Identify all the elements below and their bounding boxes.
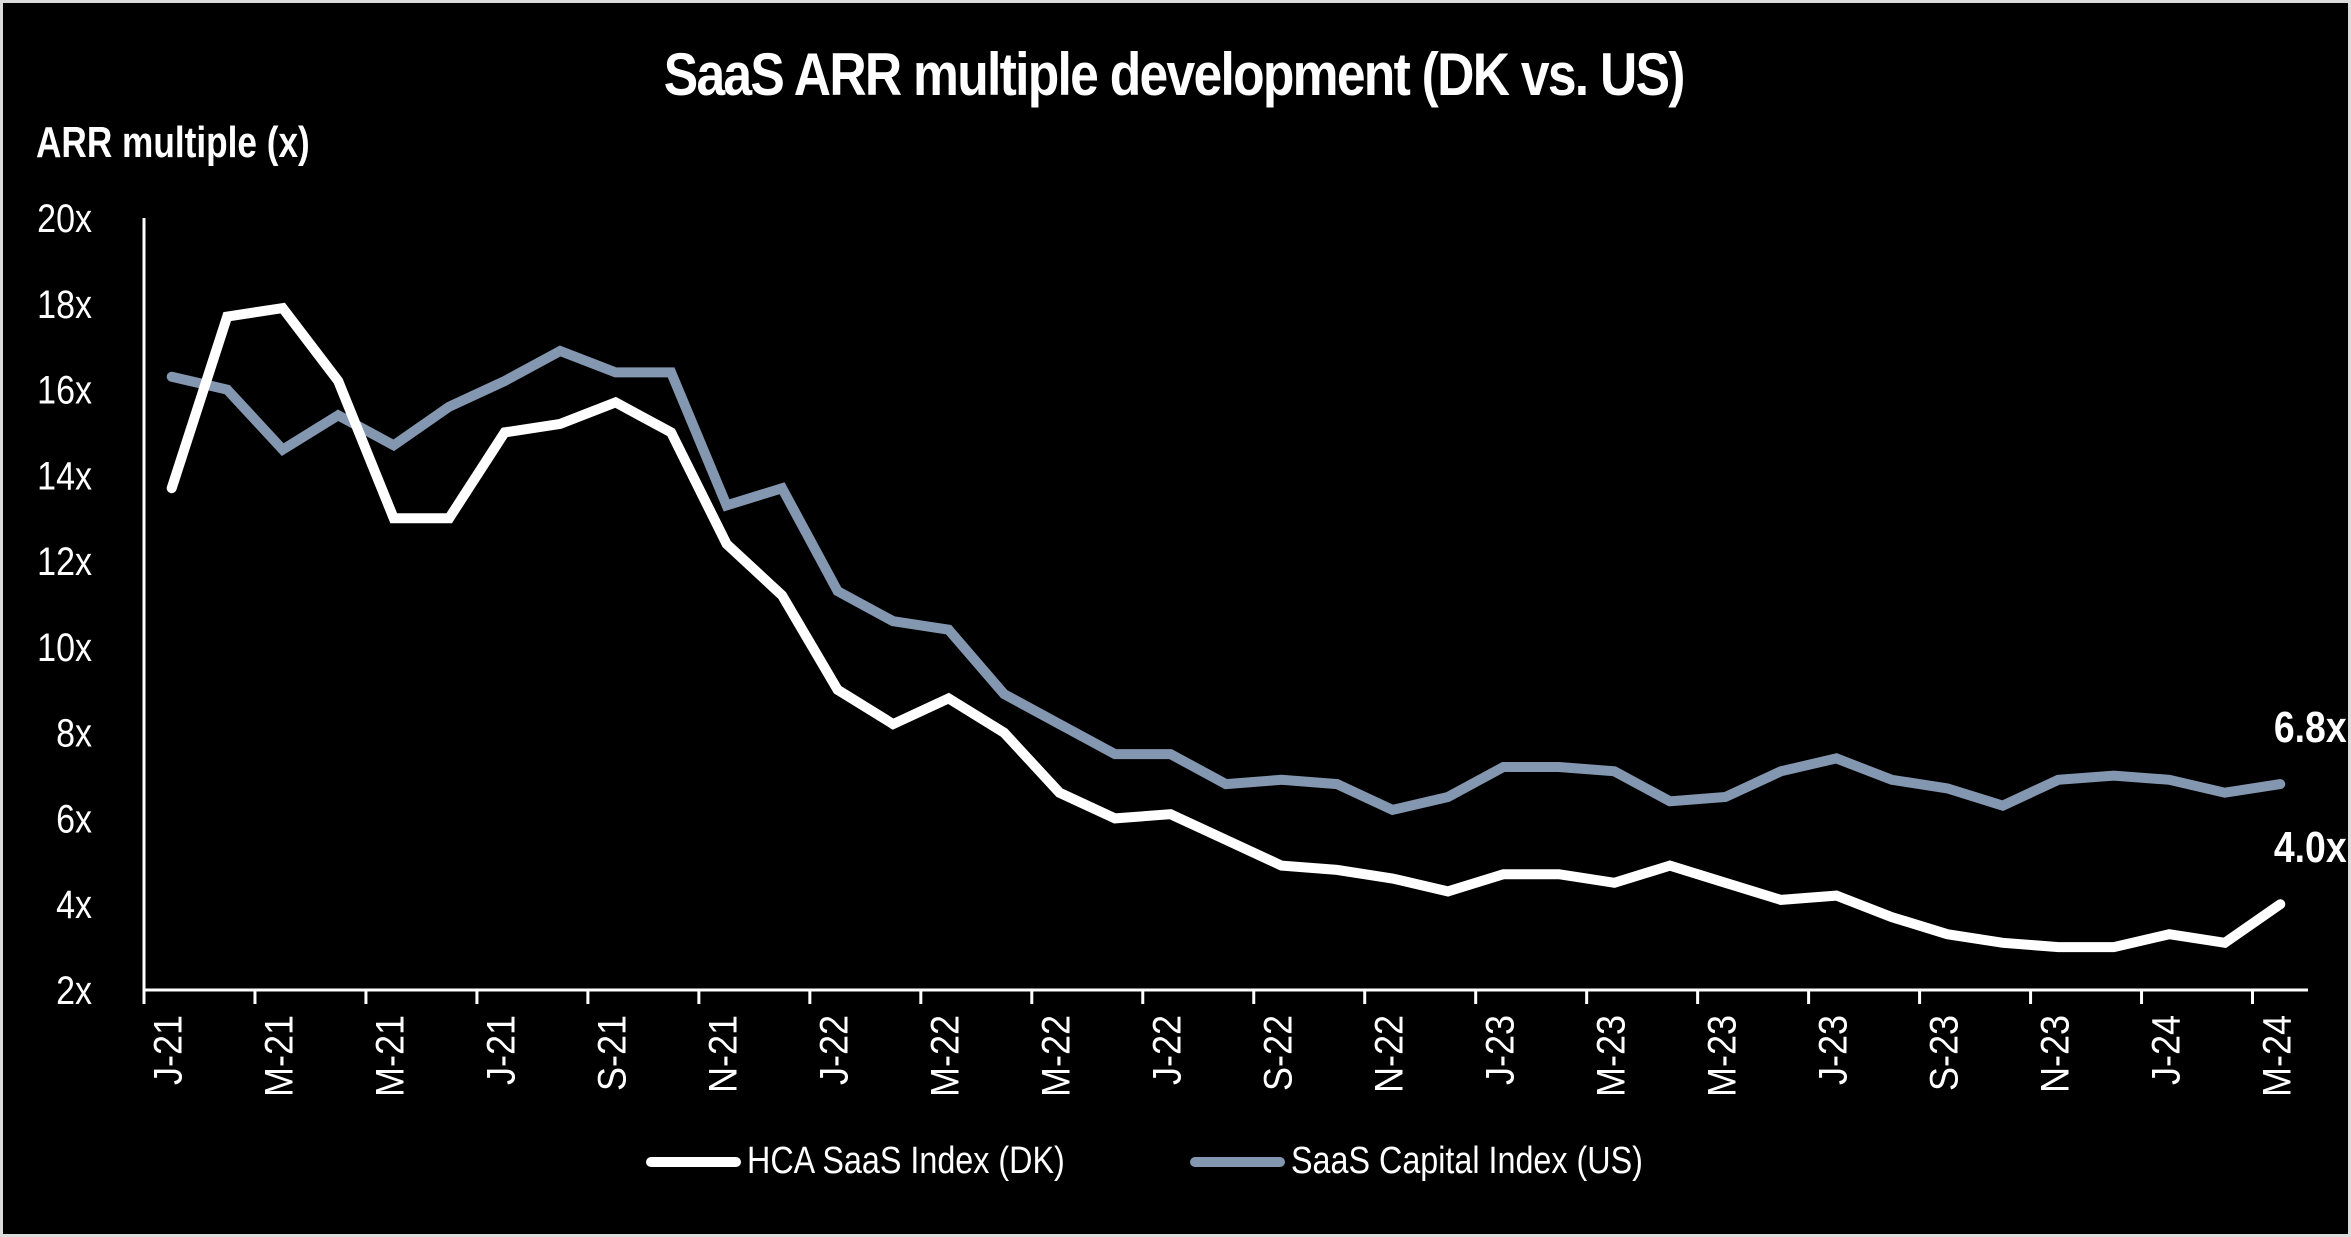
x-tick-label: M-23 [1590,1015,1634,1097]
y-tick-label: 4x [56,882,92,927]
x-tick-label: S-23 [1923,1015,1967,1091]
series-line-us [166,345,2286,816]
x-tick-label: N-22 [1368,1015,1412,1093]
y-tick-label: 12x [37,538,92,583]
x-tick-label: N-23 [2034,1015,2078,1093]
y-tick-label: 16x [37,367,92,412]
x-tick-label: S-22 [1257,1015,1301,1091]
x-tick-label: M-22 [1035,1015,1079,1097]
x-tick-label: J-21 [147,1015,191,1085]
x-tick-label: M-23 [1701,1015,1745,1097]
legend-swatch-us [1190,1156,1286,1167]
end-label-dk: 4.0x [2274,822,2347,872]
end-labels: 4.0x 6.8x [2274,702,2347,872]
y-tick-label: 14x [37,453,92,498]
x-tick-label: M-22 [924,1015,968,1097]
y-tick-label: 20x [37,195,92,240]
legend-label-us: SaaS Capital Index (US) [1291,1140,1644,1182]
x-tick-label: M-24 [2256,1015,2300,1097]
legend: HCA SaaS Index (DK) SaaS Capital Index (… [0,1140,2351,1183]
chart-background [3,3,2348,1234]
y-axis: 2x 4x 6x 8x 10x 12x 14x 16x 18x 20x [37,195,146,1013]
x-tick-label: J-22 [813,1015,857,1085]
y-tick-label: 2x [56,967,92,1012]
series-line-dk [166,302,2286,953]
x-axis: J-21 M-21 M-21 J-21 S-21 N-21 J-22 M-22 M-22 J-22… [142,988,2308,1097]
legend-item-dk: HCA SaaS Index (DK) [645,1140,1121,1183]
legend-item-us: SaaS Capital Index (US) [1190,1140,1705,1183]
x-tick-label: S-21 [591,1015,635,1091]
x-tick-label: J-23 [1479,1015,1523,1085]
legend-swatch-dk [645,1156,741,1167]
series-lines [166,302,2286,953]
x-tick-label: J-21 [480,1015,524,1085]
y-tick-label: 6x [56,796,92,841]
y-tick-label: 8x [56,710,92,755]
y-tick-label: 18x [37,281,92,326]
end-label-us: 6.8x [2274,702,2347,752]
x-tick-label: J-22 [1146,1015,1190,1085]
chart-title: SaaS ARR multiple development (DK vs. US… [663,41,1686,108]
y-tick-label: 10x [37,624,92,669]
x-tick-label: J-23 [1812,1015,1856,1085]
x-tick-label: M-21 [258,1015,302,1097]
y-axis-title: ARR multiple (x) [36,118,310,167]
legend-label-dk: HCA SaaS Index (DK) [746,1140,1065,1182]
x-tick-label: N-21 [702,1015,746,1093]
x-tick-label: J-24 [2145,1015,2189,1085]
x-tick-label: M-21 [369,1015,413,1097]
